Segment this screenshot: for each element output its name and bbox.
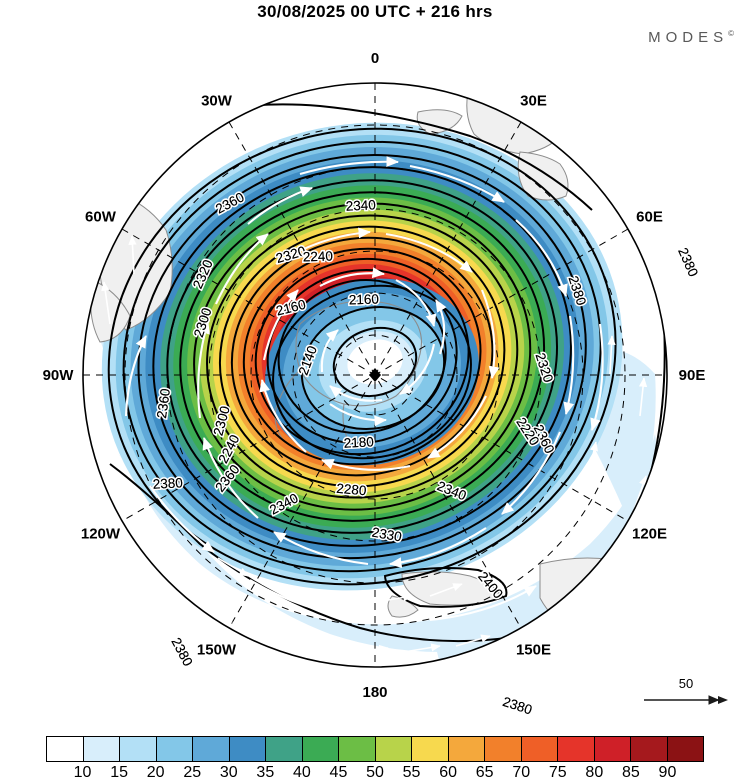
longitude-label: 0	[371, 50, 379, 67]
colorbar-cell	[521, 737, 558, 761]
logo-text: MODES	[648, 29, 729, 46]
longitude-label-group: 0 30E 60E 90E 120E 150E 180 150W 120W 90W 60W 30W	[43, 50, 706, 701]
longitude-label: 90W	[43, 367, 75, 384]
contour-label: 2340	[345, 197, 376, 214]
contour-label: 2330	[371, 525, 403, 545]
contour-label: 2160	[349, 291, 380, 307]
polar-map: 2360 2360 2340 2340 2320 2320 2240 2240 2320 2320…	[0, 24, 750, 724]
colorbar-cell	[156, 737, 193, 761]
colorbar-tick: 55	[402, 764, 421, 781]
vector-scale: 50	[640, 676, 732, 710]
contour-label: 2180	[343, 434, 374, 451]
colorbar-tick: 10	[73, 764, 92, 781]
longitude-label: 120W	[81, 526, 121, 543]
contour-label: 2160	[349, 291, 380, 307]
longitude-label: 150E	[516, 642, 551, 659]
colorbar-cell	[448, 737, 485, 761]
longitude-label: 120E	[632, 526, 667, 543]
contour-label: 2360	[154, 387, 173, 419]
longitude-label: 30W	[201, 92, 233, 109]
colorbar-tick: 80	[585, 764, 604, 781]
colorbar-cell	[594, 737, 631, 761]
colorbar-swatches	[46, 736, 704, 762]
colorbar-tick: 90	[658, 764, 677, 781]
colorbar-cell	[229, 737, 266, 761]
map-fields	[83, 83, 667, 667]
longitude-label: 90E	[679, 367, 706, 384]
contour-label: 2330	[371, 525, 403, 545]
colorbar-cell	[302, 737, 339, 761]
colorbar-cell	[193, 737, 230, 761]
colorbar-tick: 85	[621, 764, 640, 781]
longitude-label: 60W	[85, 209, 117, 226]
wind-arrows	[124, 156, 604, 622]
colorbar-cell	[667, 737, 703, 761]
scale-arrow-icon	[644, 695, 728, 705]
contour-label: 2380	[152, 475, 183, 492]
colorbar-tick: 75	[548, 764, 567, 781]
page-title: 30/08/2025 00 UTC + 216 hrs	[257, 2, 493, 21]
colorbar-tick: 60	[439, 764, 458, 781]
colorbar-tick: 15	[110, 764, 129, 781]
longitude-label: 60E	[636, 209, 663, 226]
contour-label: 2160	[275, 297, 308, 319]
colorbar-cell	[485, 737, 522, 761]
contour-label: 2380	[152, 475, 183, 492]
colorbar-tick: 20	[146, 764, 165, 781]
colorbar-cell	[83, 737, 120, 761]
colorbar-tick-labels: 10 15 20 25 30 35 40 45 50 55 60 65 70 75 80 85 90	[46, 764, 704, 784]
colorbar-cell	[558, 737, 595, 761]
longitude-label: 30E	[520, 92, 547, 109]
colorbar-tick: 35	[256, 764, 275, 781]
contour-label: 2360	[154, 387, 173, 419]
contour-label: 2280	[336, 481, 367, 499]
colorbar-tick: 45	[329, 764, 348, 781]
colorbar-tick: 65	[475, 764, 494, 781]
contour-label: 2380	[168, 635, 195, 669]
contour-label: 2380	[675, 245, 701, 279]
colorbar-tick: 40	[292, 764, 311, 781]
contour-label: 2240	[303, 248, 334, 264]
colorbar-cell	[375, 737, 412, 761]
colorbar-cell	[339, 737, 376, 761]
colorbar-cell	[266, 737, 303, 761]
longitude-label: 150W	[197, 642, 237, 659]
colorbar-tick: 25	[183, 764, 202, 781]
modes-logo: MODES©	[648, 29, 734, 46]
colorbar-cell	[120, 737, 157, 761]
colorbar-cell	[631, 737, 668, 761]
contour-label: 2280	[336, 481, 367, 499]
colorbar-cell	[412, 737, 449, 761]
contour-label: 2380	[501, 694, 534, 718]
colorbar-tick: 50	[366, 764, 384, 781]
copyright-icon: ©	[728, 29, 734, 38]
colorbar-tick: 70	[512, 764, 531, 781]
colorbar: 10 15 20 25 30 35 40 45 50 55 60 65 70 75 80 85 90	[0, 730, 750, 782]
colorbar-cell	[47, 737, 84, 761]
colorbar-tick: 30	[219, 764, 238, 781]
pole-marker	[369, 368, 381, 382]
contour-label: 2340	[345, 197, 376, 214]
vector-scale-value: 50	[678, 676, 694, 691]
longitude-label: 180	[362, 684, 387, 701]
contour-label: 2240	[303, 248, 334, 264]
contour-label: 2180	[343, 434, 374, 451]
globe-outline	[82, 82, 668, 668]
